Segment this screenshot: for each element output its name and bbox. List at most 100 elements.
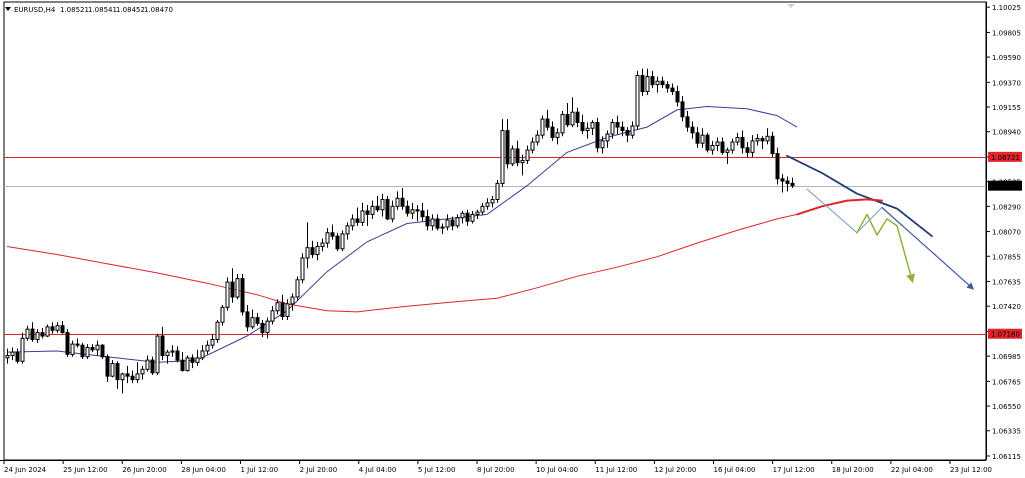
candle-body-up (345, 225, 350, 235)
candle (235, 274, 240, 300)
candle-body-up (370, 205, 375, 215)
candle-body-up (275, 302, 280, 312)
candle-body-up (445, 219, 450, 228)
candle-body-up (540, 118, 545, 136)
projection-path[interactable] (856, 213, 898, 236)
candle-body-up (440, 226, 445, 229)
candle (770, 131, 775, 157)
candle (690, 121, 695, 139)
candle-body-up (485, 202, 490, 207)
candle-body-down (615, 122, 620, 128)
candle-body-up (765, 135, 770, 142)
candle-body-down (160, 335, 165, 357)
plot-frame (3, 1, 987, 461)
support-price-label: 1.07180 (991, 331, 1020, 339)
candle (430, 214, 435, 231)
candle (765, 128, 770, 145)
bid-price-tag (988, 180, 1022, 191)
candle-body-up (215, 321, 220, 340)
candle-body-up (20, 337, 25, 362)
candle-body-up (270, 310, 275, 322)
candle (785, 176, 790, 192)
candle-body-up (635, 74, 640, 127)
candle-body-down (115, 363, 120, 381)
candle-body-down (695, 132, 700, 144)
candle-body-down (685, 116, 690, 128)
candle-body-up (730, 141, 735, 151)
candle (85, 344, 90, 359)
candle (635, 70, 640, 130)
y-tick-label: 1.06985 (992, 353, 1021, 361)
candle-body-up (155, 335, 160, 374)
candle-body-down (680, 101, 685, 118)
x-tick-label: 16 Jul 04:00 (714, 466, 756, 474)
candle-body-down (175, 350, 180, 361)
candle (590, 120, 595, 136)
projection-path[interactable] (786, 154, 933, 238)
candle (415, 205, 420, 222)
candle-body-down (385, 198, 390, 220)
y-tick-label: 1.09370 (992, 79, 1021, 87)
candle (250, 309, 255, 330)
candle-body-up (710, 144, 715, 151)
candle (60, 321, 65, 334)
candle-body-down (375, 205, 380, 211)
candle-body-down (625, 130, 630, 136)
candle (650, 70, 655, 89)
ohlc-close: 1.08470 (144, 6, 173, 14)
candle (405, 200, 410, 217)
candle (400, 187, 405, 210)
candle-body-up (480, 205, 485, 213)
candle-body-down (705, 134, 710, 151)
candle-body-down (415, 209, 420, 212)
support-price-tag (988, 328, 1022, 339)
y-tick-label: 1.08070 (992, 229, 1021, 237)
ohlc-high: 1.08541 (88, 6, 117, 14)
candle (320, 238, 325, 252)
candle (390, 200, 395, 223)
candle (100, 344, 105, 359)
candle (115, 361, 120, 389)
candle-body-up (170, 350, 175, 353)
candle (660, 76, 665, 89)
candle (340, 230, 345, 252)
candle-body-down (640, 74, 645, 93)
scroll-marker-icon (787, 4, 795, 8)
candle (730, 138, 735, 154)
candle-body-down (665, 84, 670, 89)
candle (680, 96, 685, 122)
candle-body-down (545, 118, 550, 128)
candle-body-down (40, 332, 45, 337)
candle (625, 127, 630, 143)
candle-body-up (205, 344, 210, 352)
candle-body-up (410, 209, 415, 214)
projection-path[interactable] (896, 225, 915, 284)
candle (310, 240, 315, 258)
candle-body-down (780, 178, 785, 182)
symbol-dropdown-icon[interactable] (5, 7, 11, 11)
candle (75, 338, 80, 348)
y-tick-label: 1.09805 (992, 29, 1021, 37)
candle-body-up (285, 303, 290, 318)
candle-body-down (565, 113, 570, 126)
candle-body-down (675, 91, 680, 103)
candle-body-down (775, 153, 780, 180)
candle (740, 130, 745, 154)
candle (205, 340, 210, 355)
y-tick-label: 1.06550 (992, 403, 1021, 411)
candle-body-down (770, 135, 775, 155)
candle (190, 354, 195, 369)
candle (25, 325, 30, 341)
candle (435, 214, 440, 231)
projection-path[interactable] (796, 198, 883, 216)
candle (265, 317, 270, 339)
candle-body-down (330, 232, 335, 237)
candle (750, 135, 755, 157)
candle-body-up (325, 232, 330, 244)
candle (345, 222, 350, 240)
candle-body-up (225, 281, 230, 308)
candle-body-down (760, 138, 765, 142)
candle-body-down (435, 218, 440, 229)
projection-path[interactable] (881, 206, 975, 290)
candle (425, 209, 430, 231)
